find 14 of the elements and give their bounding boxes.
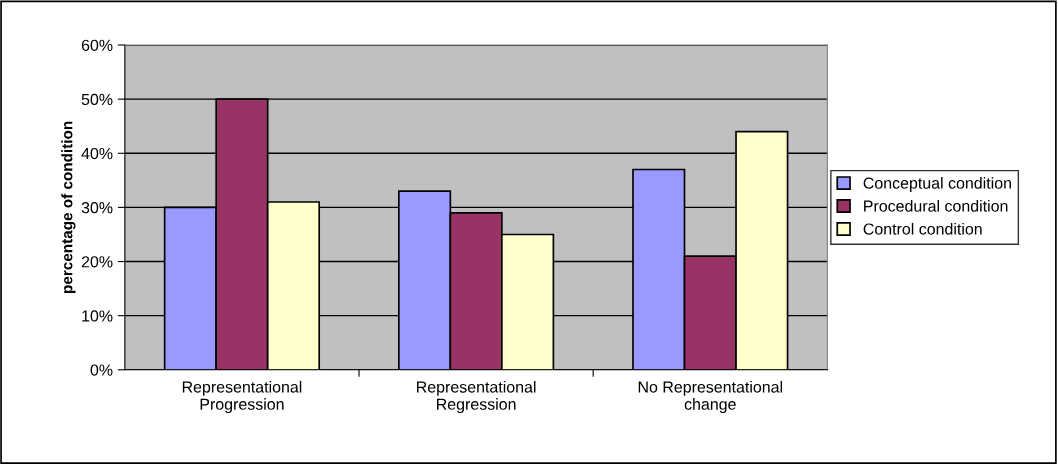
y-tick-label: 10%	[82, 310, 113, 322]
legend-label: Conceptual condition	[863, 177, 1011, 192]
legend-label: Procedural condition	[864, 200, 1008, 212]
y-axis-title: percentage of condition	[61, 121, 76, 293]
y-tick-label: 60%	[81, 39, 113, 51]
x-tick-label: Representational Progression	[182, 380, 302, 414]
y-tick-label: 50%	[81, 93, 113, 106]
y-tick-label: 20%	[81, 256, 113, 268]
x-tick-label: Representational Regression	[417, 380, 536, 414]
y-tick-label: 0%	[90, 364, 113, 376]
y-tick-label: 40%	[81, 147, 113, 160]
y-tick-label: 30%	[81, 202, 113, 214]
legend-label: Control condition	[863, 222, 982, 235]
x-tick-label: No Representational change	[638, 380, 783, 414]
